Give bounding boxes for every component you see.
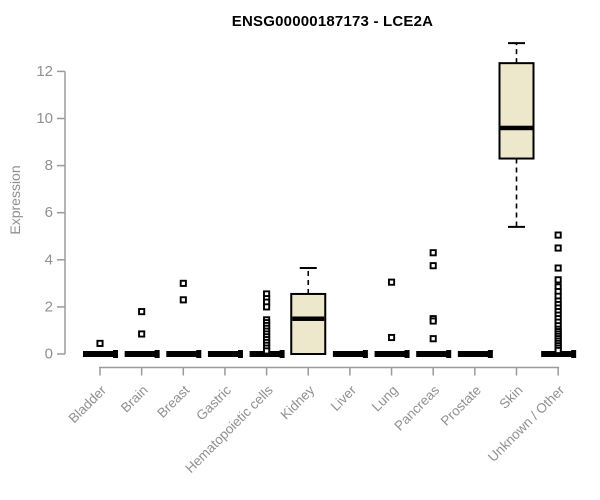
outlier-point	[429, 249, 437, 257]
outlier-point	[429, 262, 437, 270]
collapsed-box-cap-7	[404, 350, 410, 358]
outlier-point	[263, 347, 271, 355]
outlier-point	[429, 317, 437, 325]
outlier-point	[263, 303, 271, 311]
outlier-point	[554, 264, 562, 272]
outlier-point	[554, 231, 562, 239]
outlier-point	[388, 278, 396, 286]
median-line-5	[292, 316, 325, 321]
x-tick-label: Kidney	[278, 382, 318, 422]
collapsed-box-6	[332, 351, 367, 357]
outlier-point	[179, 279, 187, 287]
outlier-point	[138, 330, 146, 338]
collapsed-box-cap-0	[113, 350, 118, 358]
box-5	[290, 292, 327, 356]
y-tick-label: 8	[45, 157, 53, 174]
collapsed-box-3	[207, 351, 242, 357]
collapsed-box-cap-3	[237, 350, 243, 358]
collapsed-box-cap-11	[571, 350, 577, 358]
x-tick-label: Skin	[496, 383, 525, 412]
box-10	[498, 62, 535, 160]
x-tick-label: Gastric	[193, 382, 234, 423]
y-tick-label: 10	[36, 110, 53, 127]
x-tick-label: Pancreas	[391, 382, 442, 433]
outlier-point	[429, 335, 437, 343]
collapsed-box-0	[83, 351, 117, 357]
outlier-point	[554, 276, 562, 284]
x-tick-label: Lung	[369, 383, 401, 415]
collapsed-box-cap-8	[446, 350, 452, 358]
collapsed-box-8	[416, 351, 451, 357]
chart-title: ENSG00000187173 - LCE2A	[231, 13, 434, 30]
y-tick-label: 6	[45, 204, 53, 221]
outlier-point	[96, 339, 104, 347]
outlier-point	[388, 333, 396, 342]
x-tick-label: Unknown / Other	[485, 382, 568, 465]
outlier-point	[179, 296, 187, 304]
collapsed-box-7	[374, 351, 409, 357]
x-tick-label: Breast	[154, 382, 192, 420]
y-tick-label: 2	[45, 298, 53, 315]
collapsed-box-cap-1	[154, 350, 160, 358]
x-tick-label: Bladder	[66, 382, 110, 426]
y-tick-label: 0	[45, 346, 53, 363]
collapsed-box-1	[124, 351, 159, 357]
collapsed-box-9	[457, 351, 492, 357]
y-tick-label: 12	[36, 63, 53, 80]
collapsed-box-2	[166, 351, 201, 357]
median-line-10	[500, 125, 533, 131]
x-tick-label: Brain	[118, 383, 151, 416]
collapsed-box-cap-6	[362, 350, 368, 358]
collapsed-box-cap-9	[487, 350, 493, 358]
y-tick-label: 4	[45, 251, 53, 268]
x-tick-label: Liver	[328, 382, 360, 414]
outlier-point	[138, 308, 146, 316]
collapsed-box-cap-4	[279, 350, 285, 358]
outlier-point	[554, 244, 562, 252]
x-tick-label: Prostate	[438, 383, 484, 429]
collapsed-box-cap-2	[196, 350, 202, 358]
outlier-point	[554, 346, 562, 355]
